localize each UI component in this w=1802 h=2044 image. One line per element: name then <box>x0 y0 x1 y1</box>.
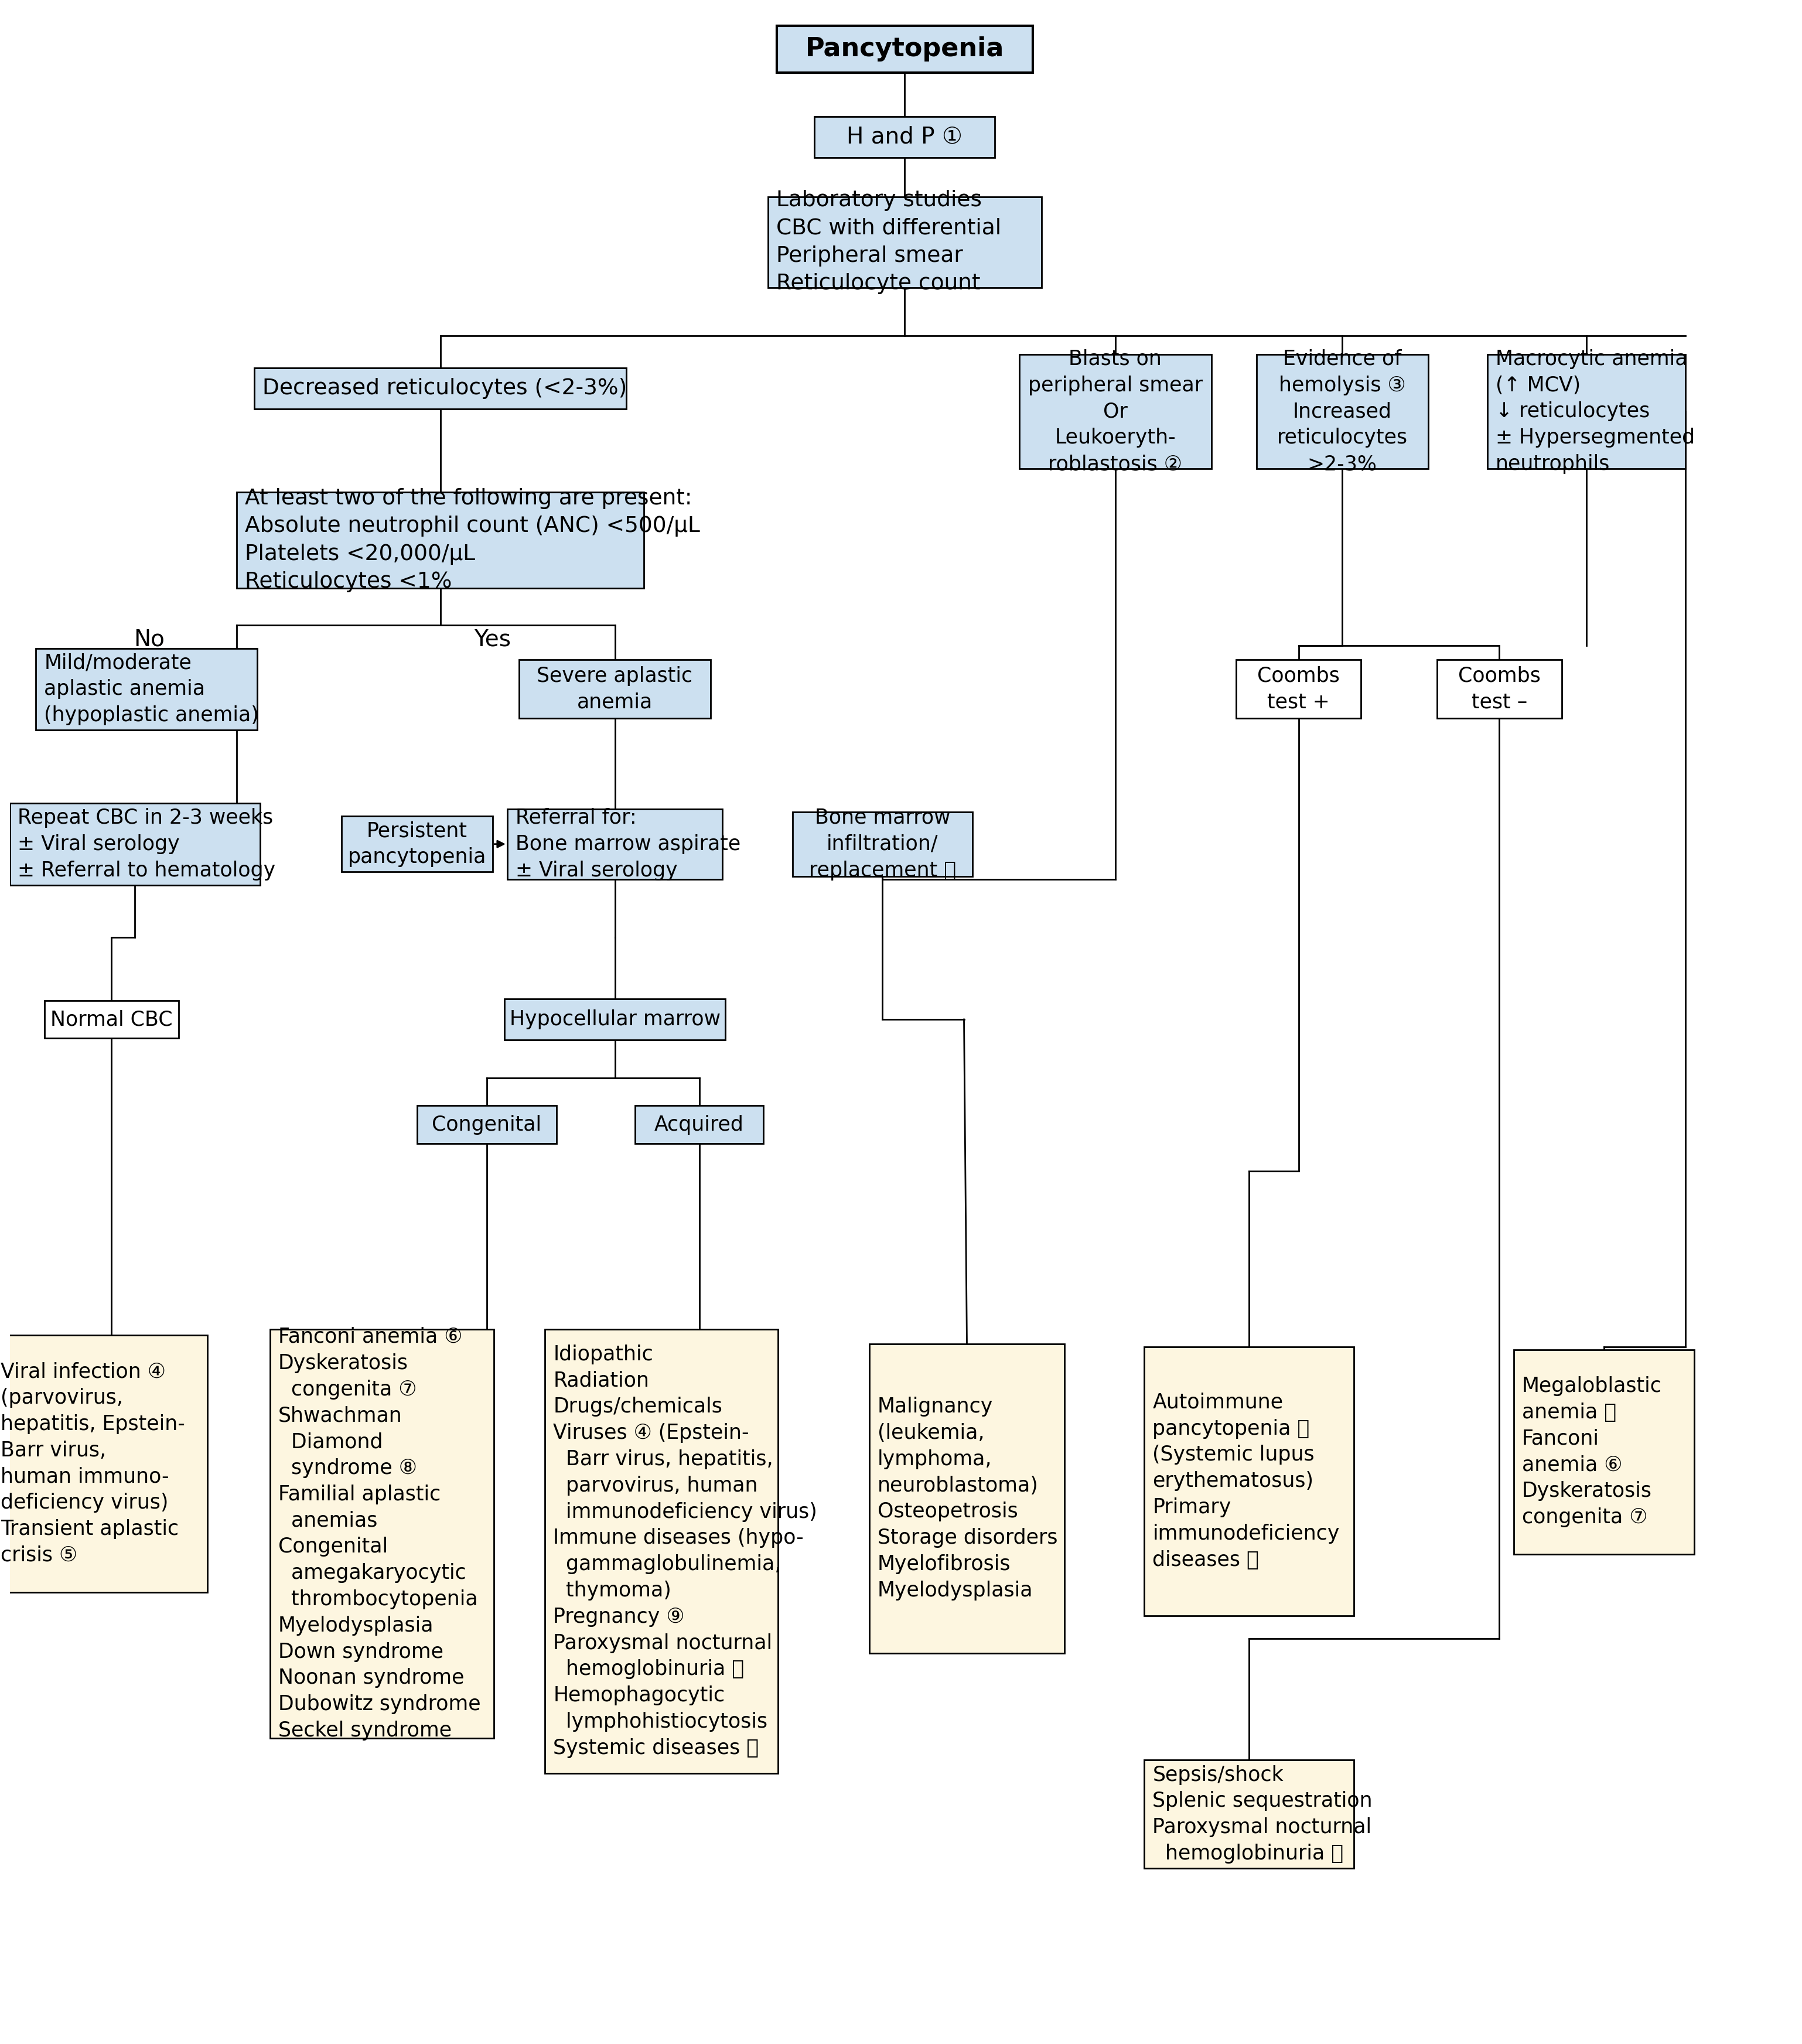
FancyBboxPatch shape <box>519 660 710 717</box>
FancyBboxPatch shape <box>777 27 1033 74</box>
Text: Severe aplastic
anemia: Severe aplastic anemia <box>537 666 692 711</box>
FancyBboxPatch shape <box>1256 354 1427 468</box>
FancyBboxPatch shape <box>505 1000 726 1040</box>
Text: Viral infection ④
(parvovirus,
hepatitis, Epstein-
Barr virus,
human immuno-
def: Viral infection ④ (parvovirus, hepatitis… <box>0 1361 186 1566</box>
FancyBboxPatch shape <box>768 196 1042 288</box>
Text: Pancytopenia: Pancytopenia <box>805 37 1004 61</box>
Text: Hypocellular marrow: Hypocellular marrow <box>510 1010 721 1030</box>
Text: Evidence of
hemolysis ③
Increased
reticulocytes
>2-3%: Evidence of hemolysis ③ Increased reticu… <box>1278 350 1407 474</box>
Text: Coombs
test –: Coombs test – <box>1458 666 1541 711</box>
FancyBboxPatch shape <box>869 1343 1065 1654</box>
Text: Persistent
pancytopenia: Persistent pancytopenia <box>348 822 487 867</box>
FancyBboxPatch shape <box>636 1106 764 1143</box>
Text: Megaloblastic
anemia ⑭
Fanconi
anemia ⑥
Dyskeratosis
congenita ⑦: Megaloblastic anemia ⑭ Fanconi anemia ⑥ … <box>1523 1376 1661 1527</box>
FancyBboxPatch shape <box>1144 1760 1353 1868</box>
Text: No: No <box>133 628 164 650</box>
Text: Macrocytic anemia
(↑ MCV)
↓ reticulocytes
± Hypersegmented
neutrophils: Macrocytic anemia (↑ MCV) ↓ reticulocyte… <box>1496 350 1696 474</box>
FancyBboxPatch shape <box>1488 354 1685 468</box>
FancyBboxPatch shape <box>36 648 258 730</box>
Text: Mild/moderate
aplastic anemia
(hypoplastic anemia): Mild/moderate aplastic anemia (hypoplast… <box>43 652 259 726</box>
Text: Bone marrow
infiltration/
replacement ⑱: Bone marrow infiltration/ replacement ⑱ <box>809 807 957 881</box>
Text: Congenital: Congenital <box>432 1114 542 1134</box>
FancyBboxPatch shape <box>416 1106 557 1143</box>
FancyBboxPatch shape <box>1514 1349 1694 1553</box>
FancyBboxPatch shape <box>9 803 259 885</box>
FancyBboxPatch shape <box>1020 354 1211 468</box>
FancyBboxPatch shape <box>1144 1347 1353 1615</box>
FancyBboxPatch shape <box>793 811 973 877</box>
FancyBboxPatch shape <box>1436 660 1562 717</box>
FancyBboxPatch shape <box>254 368 627 409</box>
Text: Coombs
test +: Coombs test + <box>1258 666 1341 711</box>
FancyBboxPatch shape <box>506 809 723 879</box>
FancyBboxPatch shape <box>815 117 995 157</box>
Text: Blasts on
peripheral smear
Or
Leukoeryth-
roblastosis ②: Blasts on peripheral smear Or Leukoeryth… <box>1027 350 1202 474</box>
Text: Acquired: Acquired <box>654 1114 744 1134</box>
Text: Yes: Yes <box>474 628 512 650</box>
Text: H and P ①: H and P ① <box>847 127 962 147</box>
Text: Normal CBC: Normal CBC <box>50 1010 173 1030</box>
FancyBboxPatch shape <box>1236 660 1361 717</box>
FancyBboxPatch shape <box>0 1335 207 1592</box>
FancyBboxPatch shape <box>270 1329 494 1737</box>
Text: Fanconi anemia ⑥
Dyskeratosis
  congenita ⑦
Shwachman
  Diamond
  syndrome ⑧
Fam: Fanconi anemia ⑥ Dyskeratosis congenita … <box>278 1327 481 1741</box>
Text: Sepsis/shock
Splenic sequestration
Paroxysmal nocturnal
  hemoglobinuria ⑪: Sepsis/shock Splenic sequestration Parox… <box>1153 1764 1373 1864</box>
Text: Laboratory studies
CBC with differential
Peripheral smear
Reticulocyte count: Laboratory studies CBC with differential… <box>777 190 1002 294</box>
Text: Idiopathic
Radiation
Drugs/chemicals
Viruses ④ (Epstein-
  Barr virus, hepatitis: Idiopathic Radiation Drugs/chemicals Vir… <box>553 1345 818 1758</box>
FancyBboxPatch shape <box>544 1329 778 1774</box>
Text: At least two of the following are present:
Absolute neutrophil count (ANC) <500/: At least two of the following are presen… <box>245 489 699 593</box>
FancyBboxPatch shape <box>45 1000 178 1038</box>
Text: Referral for:
Bone marrow aspirate
± Viral serology: Referral for: Bone marrow aspirate ± Vir… <box>515 807 741 881</box>
Text: Autoimmune
pancytopenia ⑬
(Systemic lupus
erythematosus)
Primary
immunodeficienc: Autoimmune pancytopenia ⑬ (Systemic lupu… <box>1153 1392 1339 1570</box>
Text: Repeat CBC in 2-3 weeks
± Viral serology
± Referral to hematology: Repeat CBC in 2-3 weeks ± Viral serology… <box>18 807 276 881</box>
Text: Decreased reticulocytes (<2-3%): Decreased reticulocytes (<2-3%) <box>263 378 627 399</box>
FancyBboxPatch shape <box>341 816 492 873</box>
FancyBboxPatch shape <box>236 493 643 589</box>
Text: Malignancy
(leukemia,
lymphoma,
neuroblastoma)
Osteopetrosis
Storage disorders
M: Malignancy (leukemia, lymphoma, neurobla… <box>878 1396 1058 1600</box>
